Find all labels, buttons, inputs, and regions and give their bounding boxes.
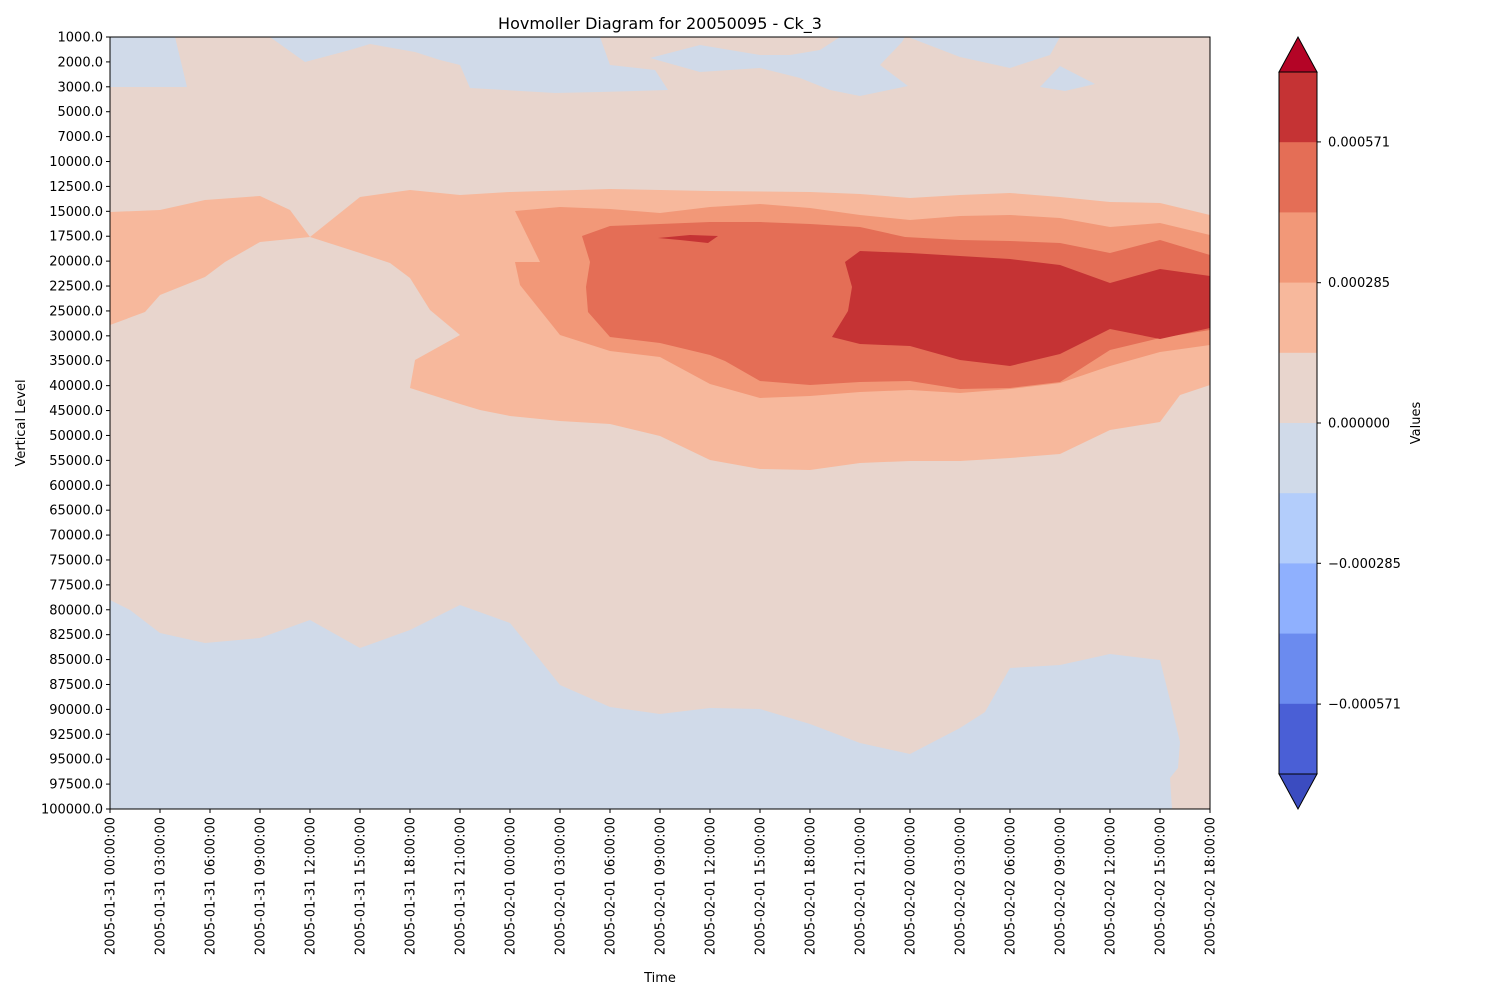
colorbar-segment bbox=[1279, 493, 1317, 564]
y-tick-label: 85000.0 bbox=[49, 653, 103, 668]
colorbar-tick-label: 0.000571 bbox=[1328, 135, 1390, 150]
x-tick-label: 2005-01-31 12:00:00 bbox=[304, 817, 319, 955]
colorbar-segment bbox=[1279, 703, 1317, 775]
contour-negative-top-center bbox=[270, 37, 668, 93]
y-tick-label: 40000.0 bbox=[49, 379, 103, 394]
y-tick-label: 20000.0 bbox=[49, 255, 103, 270]
x-tick-label: 2005-02-01 09:00:00 bbox=[654, 817, 669, 955]
x-tick-label: 2005-01-31 06:00:00 bbox=[204, 817, 219, 955]
colorbar-segment bbox=[1279, 633, 1317, 705]
colorbar-tick-label: −0.000571 bbox=[1328, 698, 1401, 713]
y-tick-label: 60000.0 bbox=[49, 479, 103, 494]
y-tick-label: 17500.0 bbox=[49, 230, 103, 245]
x-tick-label: 2005-01-31 09:00:00 bbox=[254, 817, 269, 955]
contour-negative-top-mid bbox=[650, 37, 908, 96]
y-tick-label: 82500.0 bbox=[49, 628, 103, 643]
y-axis: 1000.0 2000.0 3000.0 5000.0 7000.0 10000.0 125… bbox=[41, 31, 110, 818]
y-tick-label: 65000.0 bbox=[49, 504, 103, 519]
colorbar-label: Values bbox=[1409, 402, 1424, 445]
colorbar-segment bbox=[1279, 352, 1317, 424]
y-tick-label: 35000.0 bbox=[49, 354, 103, 369]
x-tick-label: 2005-02-01 03:00:00 bbox=[554, 817, 569, 955]
plot-area bbox=[110, 37, 1210, 809]
colorbar-extend-min bbox=[1278, 773, 1318, 811]
y-tick-label: 55000.0 bbox=[49, 454, 103, 469]
x-tick-label: 2005-02-02 03:00:00 bbox=[954, 817, 969, 955]
x-tick-label: 2005-02-01 00:00:00 bbox=[504, 817, 519, 955]
x-tick-label: 2005-02-01 21:00:00 bbox=[854, 817, 869, 955]
colorbar-segment bbox=[1279, 423, 1317, 494]
x-tick-label: 2005-02-02 09:00:00 bbox=[1054, 817, 1069, 955]
y-tick-label: 22500.0 bbox=[49, 280, 103, 295]
y-tick-label: 75000.0 bbox=[49, 553, 103, 568]
y-tick-label: 12500.0 bbox=[49, 180, 103, 195]
y-tick-label: 95000.0 bbox=[49, 753, 103, 768]
y-tick-label: 100000.0 bbox=[41, 803, 103, 818]
y-tick-label: 90000.0 bbox=[49, 703, 103, 718]
y-tick-label: 3000.0 bbox=[58, 80, 104, 95]
x-tick-label: 2005-02-01 06:00:00 bbox=[604, 817, 619, 955]
x-tick-label: 2005-02-02 15:00:00 bbox=[1154, 817, 1169, 955]
y-tick-label: 50000.0 bbox=[49, 429, 103, 444]
y-tick-label: 45000.0 bbox=[49, 404, 103, 419]
colorbar bbox=[1278, 35, 1318, 811]
y-tick-label: 70000.0 bbox=[49, 529, 103, 544]
x-tick-label: 2005-01-31 18:00:00 bbox=[404, 817, 419, 955]
x-tick-label: 2005-01-31 15:00:00 bbox=[354, 817, 369, 955]
colorbar-tick-label: 0.000285 bbox=[1328, 276, 1390, 291]
y-tick-label: 77500.0 bbox=[49, 578, 103, 593]
y-tick-label: 10000.0 bbox=[49, 155, 103, 170]
y-tick-label: 25000.0 bbox=[49, 304, 103, 319]
y-tick-label: 7000.0 bbox=[58, 130, 104, 145]
y-tick-label: 1000.0 bbox=[58, 31, 104, 46]
y-tick-label: 30000.0 bbox=[49, 329, 103, 344]
contour-band-4 bbox=[832, 251, 1210, 366]
colorbar-segment bbox=[1279, 72, 1317, 143]
x-tick-label: 2005-02-02 18:00:00 bbox=[1204, 817, 1219, 955]
x-tick-label: 2005-02-01 15:00:00 bbox=[754, 817, 769, 955]
y-tick-label: 2000.0 bbox=[58, 55, 104, 70]
colorbar-segment bbox=[1279, 282, 1317, 354]
colorbar-segment bbox=[1279, 563, 1317, 635]
x-tick-label: 2005-01-31 21:00:00 bbox=[454, 817, 469, 955]
y-tick-label: 92500.0 bbox=[49, 728, 103, 743]
x-tick-label: 2005-02-02 12:00:00 bbox=[1104, 817, 1119, 955]
x-tick-label: 2005-02-02 00:00:00 bbox=[904, 817, 919, 955]
y-tick-label: 5000.0 bbox=[58, 105, 104, 120]
contour-negative-top-right-small bbox=[1040, 66, 1095, 91]
y-tick-label: 97500.0 bbox=[49, 778, 103, 793]
colorbar-tick-label: 0.000000 bbox=[1328, 417, 1390, 432]
contour-band-4-small bbox=[658, 235, 718, 243]
x-tick-label: 2005-02-02 06:00:00 bbox=[1004, 817, 1019, 955]
contour-negative-top-right bbox=[908, 37, 1060, 68]
contour-negative-top-left bbox=[110, 37, 187, 87]
chart-title: Hovmoller Diagram for 20050095 - Ck_3 bbox=[498, 14, 822, 34]
contour-negative-bottom bbox=[110, 600, 1180, 809]
colorbar-extend-max bbox=[1278, 35, 1318, 73]
colorbar-tick-label: −0.000285 bbox=[1328, 557, 1401, 572]
y-tick-label: 80000.0 bbox=[49, 603, 103, 618]
y-tick-label: 15000.0 bbox=[49, 205, 103, 220]
x-tick-label: 2005-01-31 00:00:00 bbox=[104, 817, 119, 955]
y-tick-label: 87500.0 bbox=[49, 678, 103, 693]
x-tick-label: 2005-02-01 12:00:00 bbox=[704, 817, 719, 955]
colorbar-ticks: 0.000571 0.000285 0.000000 −0.000285 −0.0005… bbox=[1317, 135, 1401, 713]
x-axis: 2005-01-31 00:00:00 2005-01-31 03:00:00 20… bbox=[104, 809, 1219, 955]
colorbar-segment bbox=[1279, 212, 1317, 284]
x-tick-label: 2005-02-01 18:00:00 bbox=[804, 817, 819, 955]
colorbar-segment bbox=[1279, 142, 1317, 213]
x-axis-label: Time bbox=[643, 971, 676, 986]
y-axis-label: Vertical Level bbox=[14, 379, 29, 466]
x-tick-label: 2005-01-31 03:00:00 bbox=[154, 817, 169, 955]
